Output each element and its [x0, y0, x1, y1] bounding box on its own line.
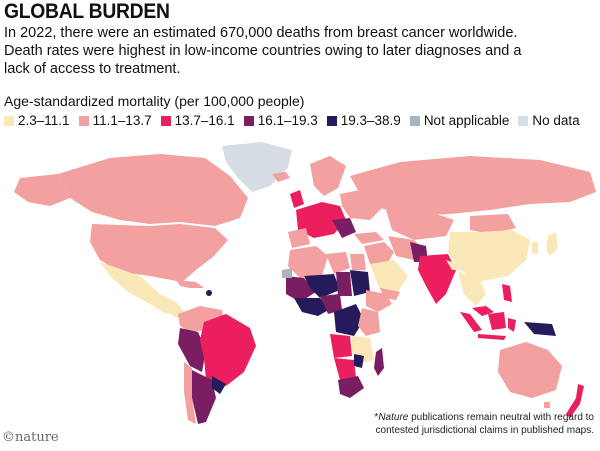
nature-credit: ©nature [2, 430, 59, 445]
region-iceland [272, 172, 290, 182]
region-mainland-sea [458, 272, 486, 306]
legend-label: 19.3–38.9 [340, 113, 401, 128]
region-east-africa [358, 308, 380, 336]
legend-item-7: No data [518, 113, 580, 128]
region-mongolia [470, 214, 516, 234]
region-brazil [200, 314, 256, 386]
region-tasmania [544, 402, 550, 408]
world-map [14, 142, 596, 424]
region-russia [350, 156, 596, 216]
legend-swatch [326, 115, 337, 126]
region-nigeria [320, 294, 342, 314]
region-canada [58, 154, 248, 226]
footnote: *Nature publications remain neutral with… [374, 412, 594, 436]
legend-label: 13.7–16.1 [174, 113, 235, 128]
region-central-america [160, 294, 186, 318]
legend-swatch [518, 115, 529, 126]
region-chile [184, 362, 196, 424]
region-sumatra [460, 312, 482, 332]
map-title: GLOBAL BURDEN [4, 0, 170, 23]
region-egypt [350, 254, 366, 270]
region-borneo [488, 312, 506, 330]
region-uk-ireland [290, 190, 304, 208]
legend-item-6: Not applicable [409, 113, 510, 128]
legend-label: Not applicable [423, 113, 510, 128]
region-western-sahara [282, 268, 292, 278]
region-java [478, 334, 506, 340]
region-new-zealand [566, 384, 584, 418]
region-alaska [14, 174, 70, 206]
legend-item-2: 11.1–13.7 [78, 113, 152, 128]
legend-swatch [4, 115, 14, 126]
legend-swatch [409, 115, 420, 126]
region-horn [366, 290, 392, 312]
region-philippines [502, 284, 512, 302]
legend-item-4: 16.1–19.3 [243, 113, 318, 128]
region-papua [524, 322, 556, 336]
region-zimbabwe [354, 354, 364, 368]
region-china [448, 230, 530, 282]
region-argentina [192, 370, 216, 424]
legend-swatch [78, 115, 89, 126]
legend-swatch [243, 115, 254, 126]
region-sulawesi [508, 318, 516, 332]
region-caribbean [176, 280, 204, 288]
legend-item-3: 13.7–16.1 [160, 113, 235, 128]
legend-item-1: 2.3–11.1 [4, 113, 70, 128]
region-greenland [222, 142, 292, 192]
region-western-europe [296, 202, 346, 238]
region-nepal-bangladesh [446, 260, 460, 270]
region-sahel-west [286, 276, 316, 302]
map-subtitle: In 2022, there were an estimated 670,000… [4, 25, 522, 77]
legend: 2.3–11.1 11.1–13.7 13.7–16.1 16.1–19.3 1… [4, 113, 589, 128]
region-sudan [350, 270, 370, 296]
region-kazakhstan [386, 210, 454, 240]
region-india [418, 254, 456, 304]
region-central-africa [334, 304, 364, 336]
legend-label: No data [532, 113, 580, 128]
footnote-italic: Nature [378, 412, 409, 423]
region-malaysia [472, 306, 494, 316]
legend-label: 16.1–19.3 [257, 113, 318, 128]
region-chad [336, 272, 352, 296]
legend-item-5: 19.3–38.9 [326, 113, 401, 128]
region-scandinavia [310, 156, 346, 196]
region-japan [546, 232, 558, 256]
region-south-africa [338, 376, 364, 398]
region-turkey [354, 232, 384, 244]
region-haiti [206, 290, 212, 296]
region-balkans [332, 218, 356, 238]
region-usa [90, 224, 228, 282]
region-namibia-botswana [334, 358, 356, 380]
legend-label: 2.3–11.1 [18, 113, 70, 128]
legend-title: Age-standardized mortality (per 100,000 … [4, 93, 305, 109]
region-madagascar [374, 348, 384, 376]
region-west-africa-coast [294, 298, 332, 316]
region-libya [326, 252, 350, 274]
region-mali-niger [304, 274, 340, 298]
legend-swatch [160, 115, 171, 126]
region-north-africa-west [288, 246, 328, 278]
region-australia [498, 342, 562, 398]
region-peru-bolivia [178, 328, 206, 372]
region-uruguay-paraguay [212, 376, 226, 394]
region-iberia [288, 228, 310, 248]
footnote-text: publications remain neutral with regard … [375, 412, 594, 436]
region-korea [532, 242, 538, 254]
region-middle-east [364, 242, 394, 266]
region-mexico [100, 262, 172, 314]
legend-label: 11.1–13.7 [92, 113, 152, 128]
region-arabian-peninsula [370, 260, 408, 292]
region-angola [330, 334, 352, 358]
